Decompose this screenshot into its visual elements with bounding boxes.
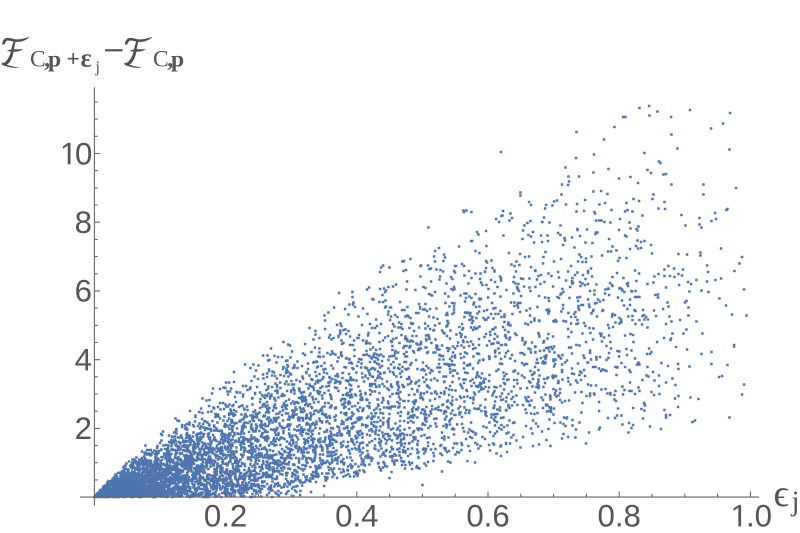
svg-text:0.8: 0.8 [598,498,641,533]
svg-text:0.6: 0.6 [466,498,509,533]
svg-text:0.2: 0.2 [204,498,247,533]
svg-text:2: 2 [75,411,92,446]
svg-text:4: 4 [75,343,92,378]
svg-text:j: j [791,486,800,518]
svg-text:+: + [67,46,80,72]
svg-text:ϵ: ϵ [774,473,790,515]
svg-text:0: 0 [75,136,92,171]
svg-text:8: 8 [75,205,92,240]
svg-text:.0: .0 [746,498,772,533]
svg-text:6: 6 [75,274,92,309]
svg-text:,: , [44,46,50,72]
svg-text:C: C [153,46,169,72]
svg-text:p: p [171,46,184,72]
svg-text:C: C [30,46,46,72]
svg-text:ε: ε [81,43,92,72]
svg-text:j: j [95,59,100,76]
svg-text:,: , [167,46,173,72]
svg-text:p: p [48,46,61,72]
svg-text:0.4: 0.4 [335,498,378,533]
